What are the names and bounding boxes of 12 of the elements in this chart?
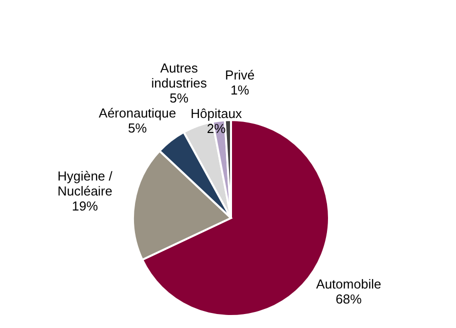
data-label: 5%	[128, 120, 148, 136]
slice-label: Autres industries	[151, 60, 208, 90]
data-label: 2%	[206, 120, 226, 136]
data-label: 19%	[72, 198, 98, 214]
data-label: 68%	[336, 290, 362, 306]
slice-label: Privé	[225, 67, 255, 82]
slice-label: Automobile	[316, 276, 382, 291]
slice-label: Hôpitaux	[190, 105, 242, 120]
data-label: 1%	[230, 82, 250, 98]
data-label: 5%	[170, 90, 189, 106]
slice-label: Aéronautique	[98, 105, 176, 120]
slice-label: Hygiène / Nucléaire	[57, 168, 113, 198]
